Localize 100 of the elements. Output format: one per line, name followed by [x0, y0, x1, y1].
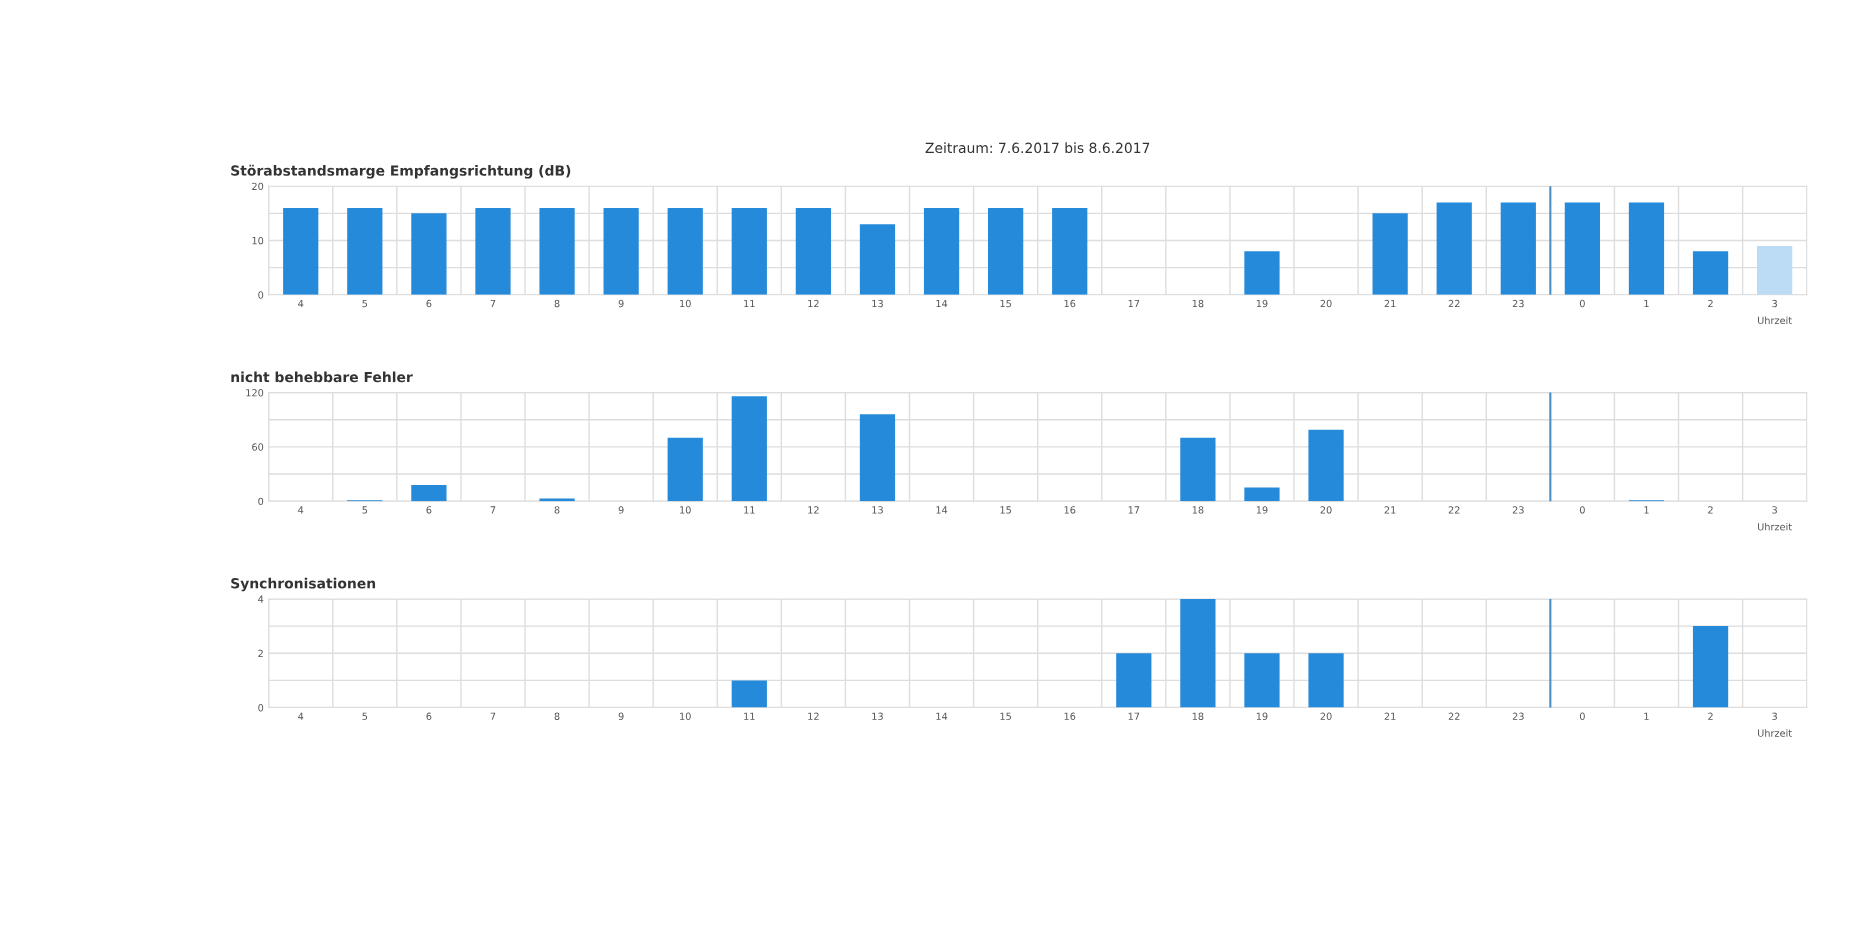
y-tick-label: 0	[258, 497, 264, 506]
y-tick-label: 20	[252, 182, 264, 191]
bar	[731, 396, 767, 502]
bar	[1244, 251, 1280, 295]
x-tick-label: 0	[1579, 506, 1585, 514]
x-tick-label: 22	[1448, 506, 1460, 514]
x-tick-label: 7	[490, 712, 496, 720]
bar	[1692, 626, 1729, 708]
bar	[1116, 653, 1152, 708]
bar	[859, 224, 896, 295]
x-tick-label: 20	[1320, 506, 1332, 514]
x-tick-label: 9	[618, 712, 624, 720]
x-tick-label: 17	[1128, 299, 1140, 308]
x-tick-label: 19	[1256, 712, 1268, 720]
x-tick-label: 6	[426, 299, 432, 308]
x-tick-label: 16	[1064, 299, 1076, 308]
x-tick-label: 11	[744, 712, 755, 720]
x-tick-label: 4	[298, 506, 304, 514]
bar	[411, 213, 447, 295]
bar	[1308, 429, 1344, 502]
bar	[795, 207, 832, 295]
bar	[1692, 251, 1729, 295]
x-tick-label: 1	[1644, 712, 1649, 720]
x-tick-label: 18	[1192, 506, 1204, 514]
x-axis-title: Uhrzeit	[1758, 522, 1792, 531]
chart-title: Synchronisationen	[231, 577, 376, 592]
bar	[283, 207, 319, 295]
x-tick-label: 20	[1320, 712, 1332, 720]
bar	[411, 484, 447, 502]
x-axis-title: Uhrzeit	[1758, 316, 1792, 325]
x-tick-label: 23	[1512, 299, 1524, 308]
y-tick-label: 10	[252, 236, 264, 245]
bar	[667, 207, 703, 295]
x-tick-label: 14	[936, 712, 948, 720]
x-tick-label: 23	[1512, 506, 1524, 514]
bar	[1372, 213, 1408, 295]
y-tick-label: 60	[252, 443, 264, 451]
x-tick-label: 4	[298, 299, 304, 308]
y-tick-label: 0	[258, 704, 264, 712]
bar	[1244, 487, 1280, 502]
x-tick-label: 16	[1064, 506, 1076, 514]
x-tick-label: 1	[1644, 506, 1649, 514]
x-tick-label: 21	[1384, 712, 1396, 720]
x-tick-label: 3	[1772, 506, 1777, 514]
bar	[988, 207, 1024, 295]
bar	[731, 680, 767, 708]
x-tick-label: 3	[1772, 299, 1777, 308]
bar	[731, 207, 767, 295]
x-tick-label: 19	[1256, 506, 1268, 514]
bar	[347, 207, 383, 295]
y-tick-label: 120	[246, 389, 264, 397]
x-tick-label: 14	[936, 506, 948, 514]
y-tick-label: 2	[258, 649, 263, 657]
x-tick-label: 2	[1708, 299, 1713, 308]
chart-title: nicht behebbare Fehler	[231, 371, 413, 383]
x-tick-label: 22	[1448, 712, 1460, 720]
x-tick-label: 21	[1384, 506, 1396, 514]
x-tick-label: 16	[1064, 712, 1076, 720]
bar	[667, 437, 703, 502]
bar	[1052, 207, 1088, 295]
bar	[1500, 202, 1536, 295]
bar	[539, 498, 575, 502]
x-tick-label: 22	[1448, 299, 1460, 308]
bar	[859, 414, 896, 502]
x-tick-label: 10	[680, 712, 691, 720]
x-tick-label: 12	[808, 506, 819, 514]
x-tick-label: 12	[808, 299, 819, 308]
x-tick-label: 18	[1192, 299, 1204, 308]
x-tick-label: 15	[1000, 506, 1011, 514]
x-tick-label: 4	[298, 712, 304, 720]
x-tick-label: 5	[362, 299, 368, 308]
y-tick-label: 4	[258, 595, 264, 603]
x-tick-label: 23	[1512, 712, 1524, 720]
x-tick-label: 12	[808, 712, 819, 720]
x-tick-label: 14	[936, 299, 948, 308]
x-tick-label: 13	[872, 299, 883, 308]
x-tick-label: 8	[554, 712, 560, 720]
x-axis-title: Uhrzeit	[1758, 729, 1792, 737]
x-tick-label: 7	[490, 506, 496, 514]
x-tick-label: 10	[680, 299, 691, 308]
bar	[1757, 245, 1793, 295]
x-tick-label: 2	[1708, 506, 1713, 514]
x-tick-label: 15	[1000, 299, 1011, 308]
x-tick-label: 20	[1320, 299, 1332, 308]
bar	[923, 207, 960, 295]
bar	[539, 207, 575, 295]
x-tick-label: 8	[554, 506, 560, 514]
x-tick-label: 17	[1128, 506, 1140, 514]
x-tick-label: 1	[1644, 299, 1649, 308]
chart-title: Störabstandsmarge Empfangsrichtung (dB)	[231, 164, 571, 179]
x-tick-label: 5	[362, 506, 368, 514]
x-tick-label: 17	[1128, 712, 1140, 720]
bar	[475, 207, 511, 295]
x-tick-label: 5	[362, 712, 368, 720]
x-tick-label: 9	[618, 299, 624, 308]
x-tick-label: 6	[426, 712, 432, 720]
x-tick-label: 6	[426, 506, 432, 514]
bar	[1436, 202, 1472, 295]
text: Zeitraum: 7.6.2017 bis 8.6.2017	[925, 142, 1150, 154]
bar	[1308, 653, 1344, 708]
